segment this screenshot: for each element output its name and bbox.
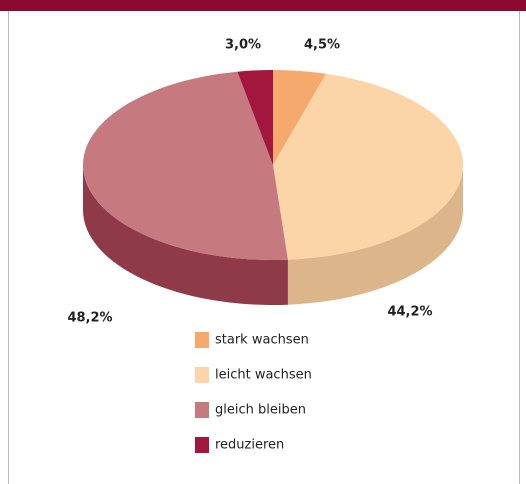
value-label: 44,2% xyxy=(387,305,432,320)
legend-swatch xyxy=(195,332,209,348)
slice xyxy=(237,70,273,165)
legend-label: stark wachsen xyxy=(215,333,309,348)
value-label: 3,0% xyxy=(225,38,261,53)
legend-label: gleich bleiben xyxy=(215,403,306,418)
legend-swatch xyxy=(195,367,209,383)
slice xyxy=(83,71,288,261)
legend-label: reduzieren xyxy=(215,438,284,453)
header-bar xyxy=(0,0,526,11)
value-label: 48,2% xyxy=(67,311,112,326)
legend-swatch xyxy=(195,437,209,453)
legend-swatch xyxy=(195,402,209,418)
value-label: 4,5% xyxy=(304,38,340,53)
legend-label: leicht wachsen xyxy=(215,368,312,383)
slice xyxy=(273,70,327,165)
slice xyxy=(273,73,464,260)
slice-side xyxy=(82,165,288,306)
slice-side xyxy=(287,165,464,305)
